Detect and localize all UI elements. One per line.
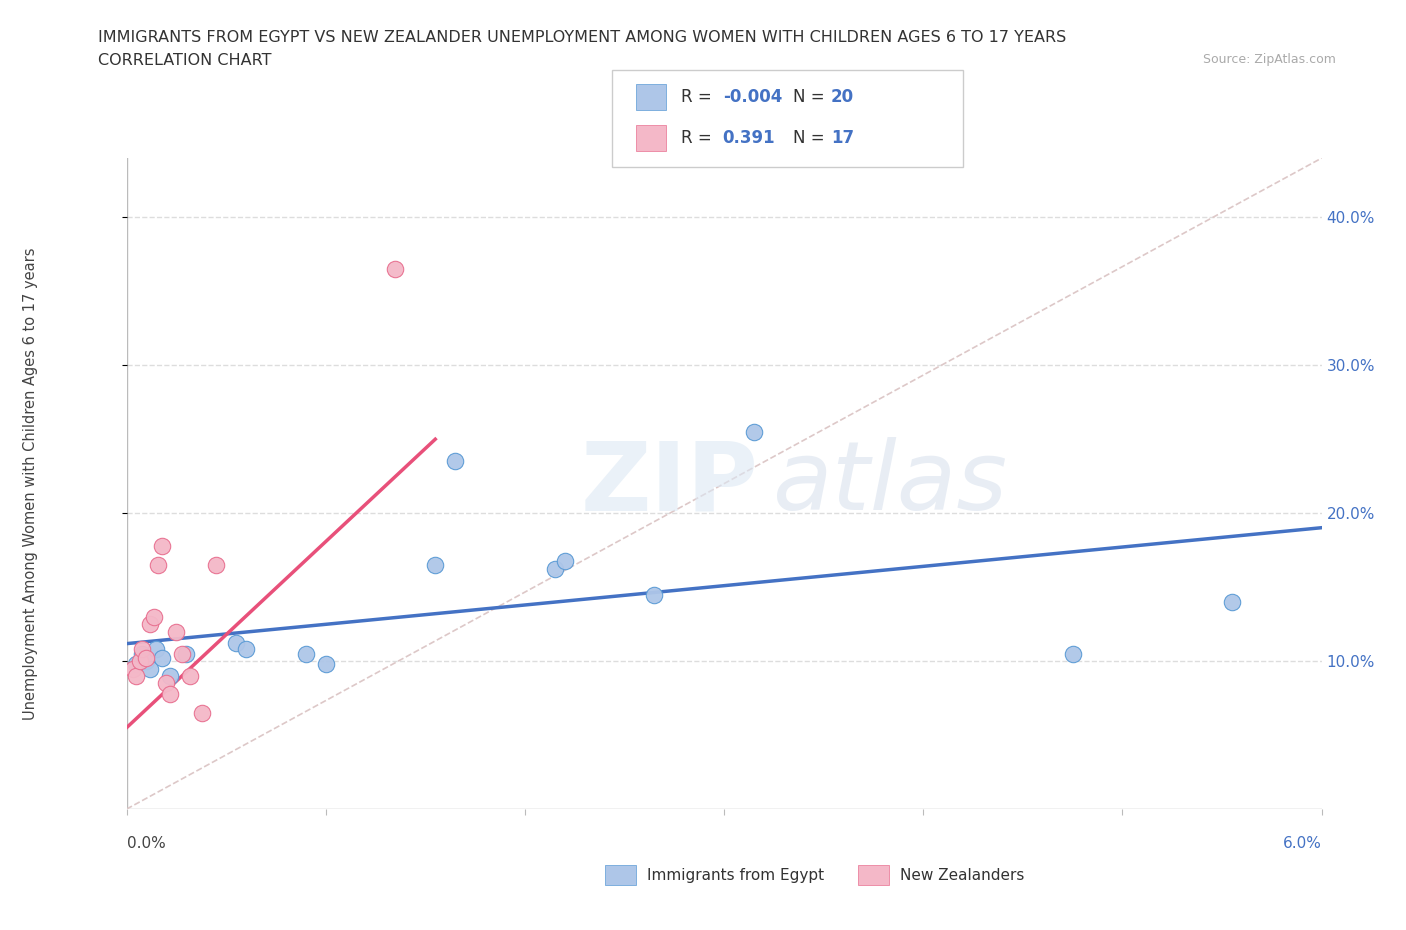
Point (150, 538, 174, 553)
Point (294, 646, 316, 661)
Point (125, 657, 148, 671)
Text: 20: 20 (831, 87, 853, 106)
Point (384, 261, 406, 276)
Text: Source: ZipAtlas.com: Source: ZipAtlas.com (1202, 53, 1336, 66)
Point (191, 706, 214, 721)
Point (165, 624, 187, 639)
Text: Unemployment Among Women with Children Ages 6 to 17 years: Unemployment Among Women with Children A… (24, 247, 38, 720)
Point (131, 646, 153, 661)
Point (121, 661, 143, 676)
Point (742, 424, 765, 439)
Text: 0.391: 0.391 (723, 129, 775, 147)
Point (145, 642, 167, 657)
Point (155, 676, 177, 691)
Point (225, 636, 247, 651)
Point (174, 646, 197, 661)
Point (143, 609, 166, 624)
Point (148, 557, 170, 572)
Point (159, 686, 181, 701)
Text: New Zealanders: New Zealanders (900, 868, 1024, 883)
Text: ZIP: ZIP (581, 437, 759, 530)
Point (135, 654, 157, 669)
Text: 17: 17 (831, 129, 853, 147)
Text: N =: N = (793, 87, 830, 106)
Point (544, 562, 567, 577)
Point (159, 669, 181, 684)
Point (129, 654, 152, 669)
Point (643, 587, 665, 602)
Point (1062, 646, 1084, 661)
Point (150, 651, 174, 666)
Point (235, 642, 257, 657)
Point (205, 557, 228, 572)
Text: Immigrants from Egypt: Immigrants from Egypt (647, 868, 824, 883)
Point (1220, 594, 1243, 609)
Point (554, 553, 576, 568)
Text: 6.0%: 6.0% (1282, 836, 1322, 851)
Point (425, 557, 447, 572)
Text: R =: R = (681, 87, 717, 106)
Text: R =: R = (681, 129, 717, 147)
Point (444, 454, 467, 469)
Text: N =: N = (793, 129, 830, 147)
Point (139, 617, 162, 631)
Point (315, 657, 337, 671)
Text: CORRELATION CHART: CORRELATION CHART (98, 53, 271, 68)
Text: IMMIGRANTS FROM EGYPT VS NEW ZEALANDER UNEMPLOYMENT AMONG WOMEN WITH CHILDREN AG: IMMIGRANTS FROM EGYPT VS NEW ZEALANDER U… (98, 30, 1067, 45)
Text: 0.0%: 0.0% (127, 836, 166, 851)
Point (172, 646, 194, 661)
Point (135, 651, 157, 666)
Text: -0.004: -0.004 (723, 87, 782, 106)
Point (125, 669, 148, 684)
Point (131, 642, 153, 657)
Text: atlas: atlas (772, 437, 1007, 530)
Point (139, 661, 162, 676)
Point (179, 669, 201, 684)
